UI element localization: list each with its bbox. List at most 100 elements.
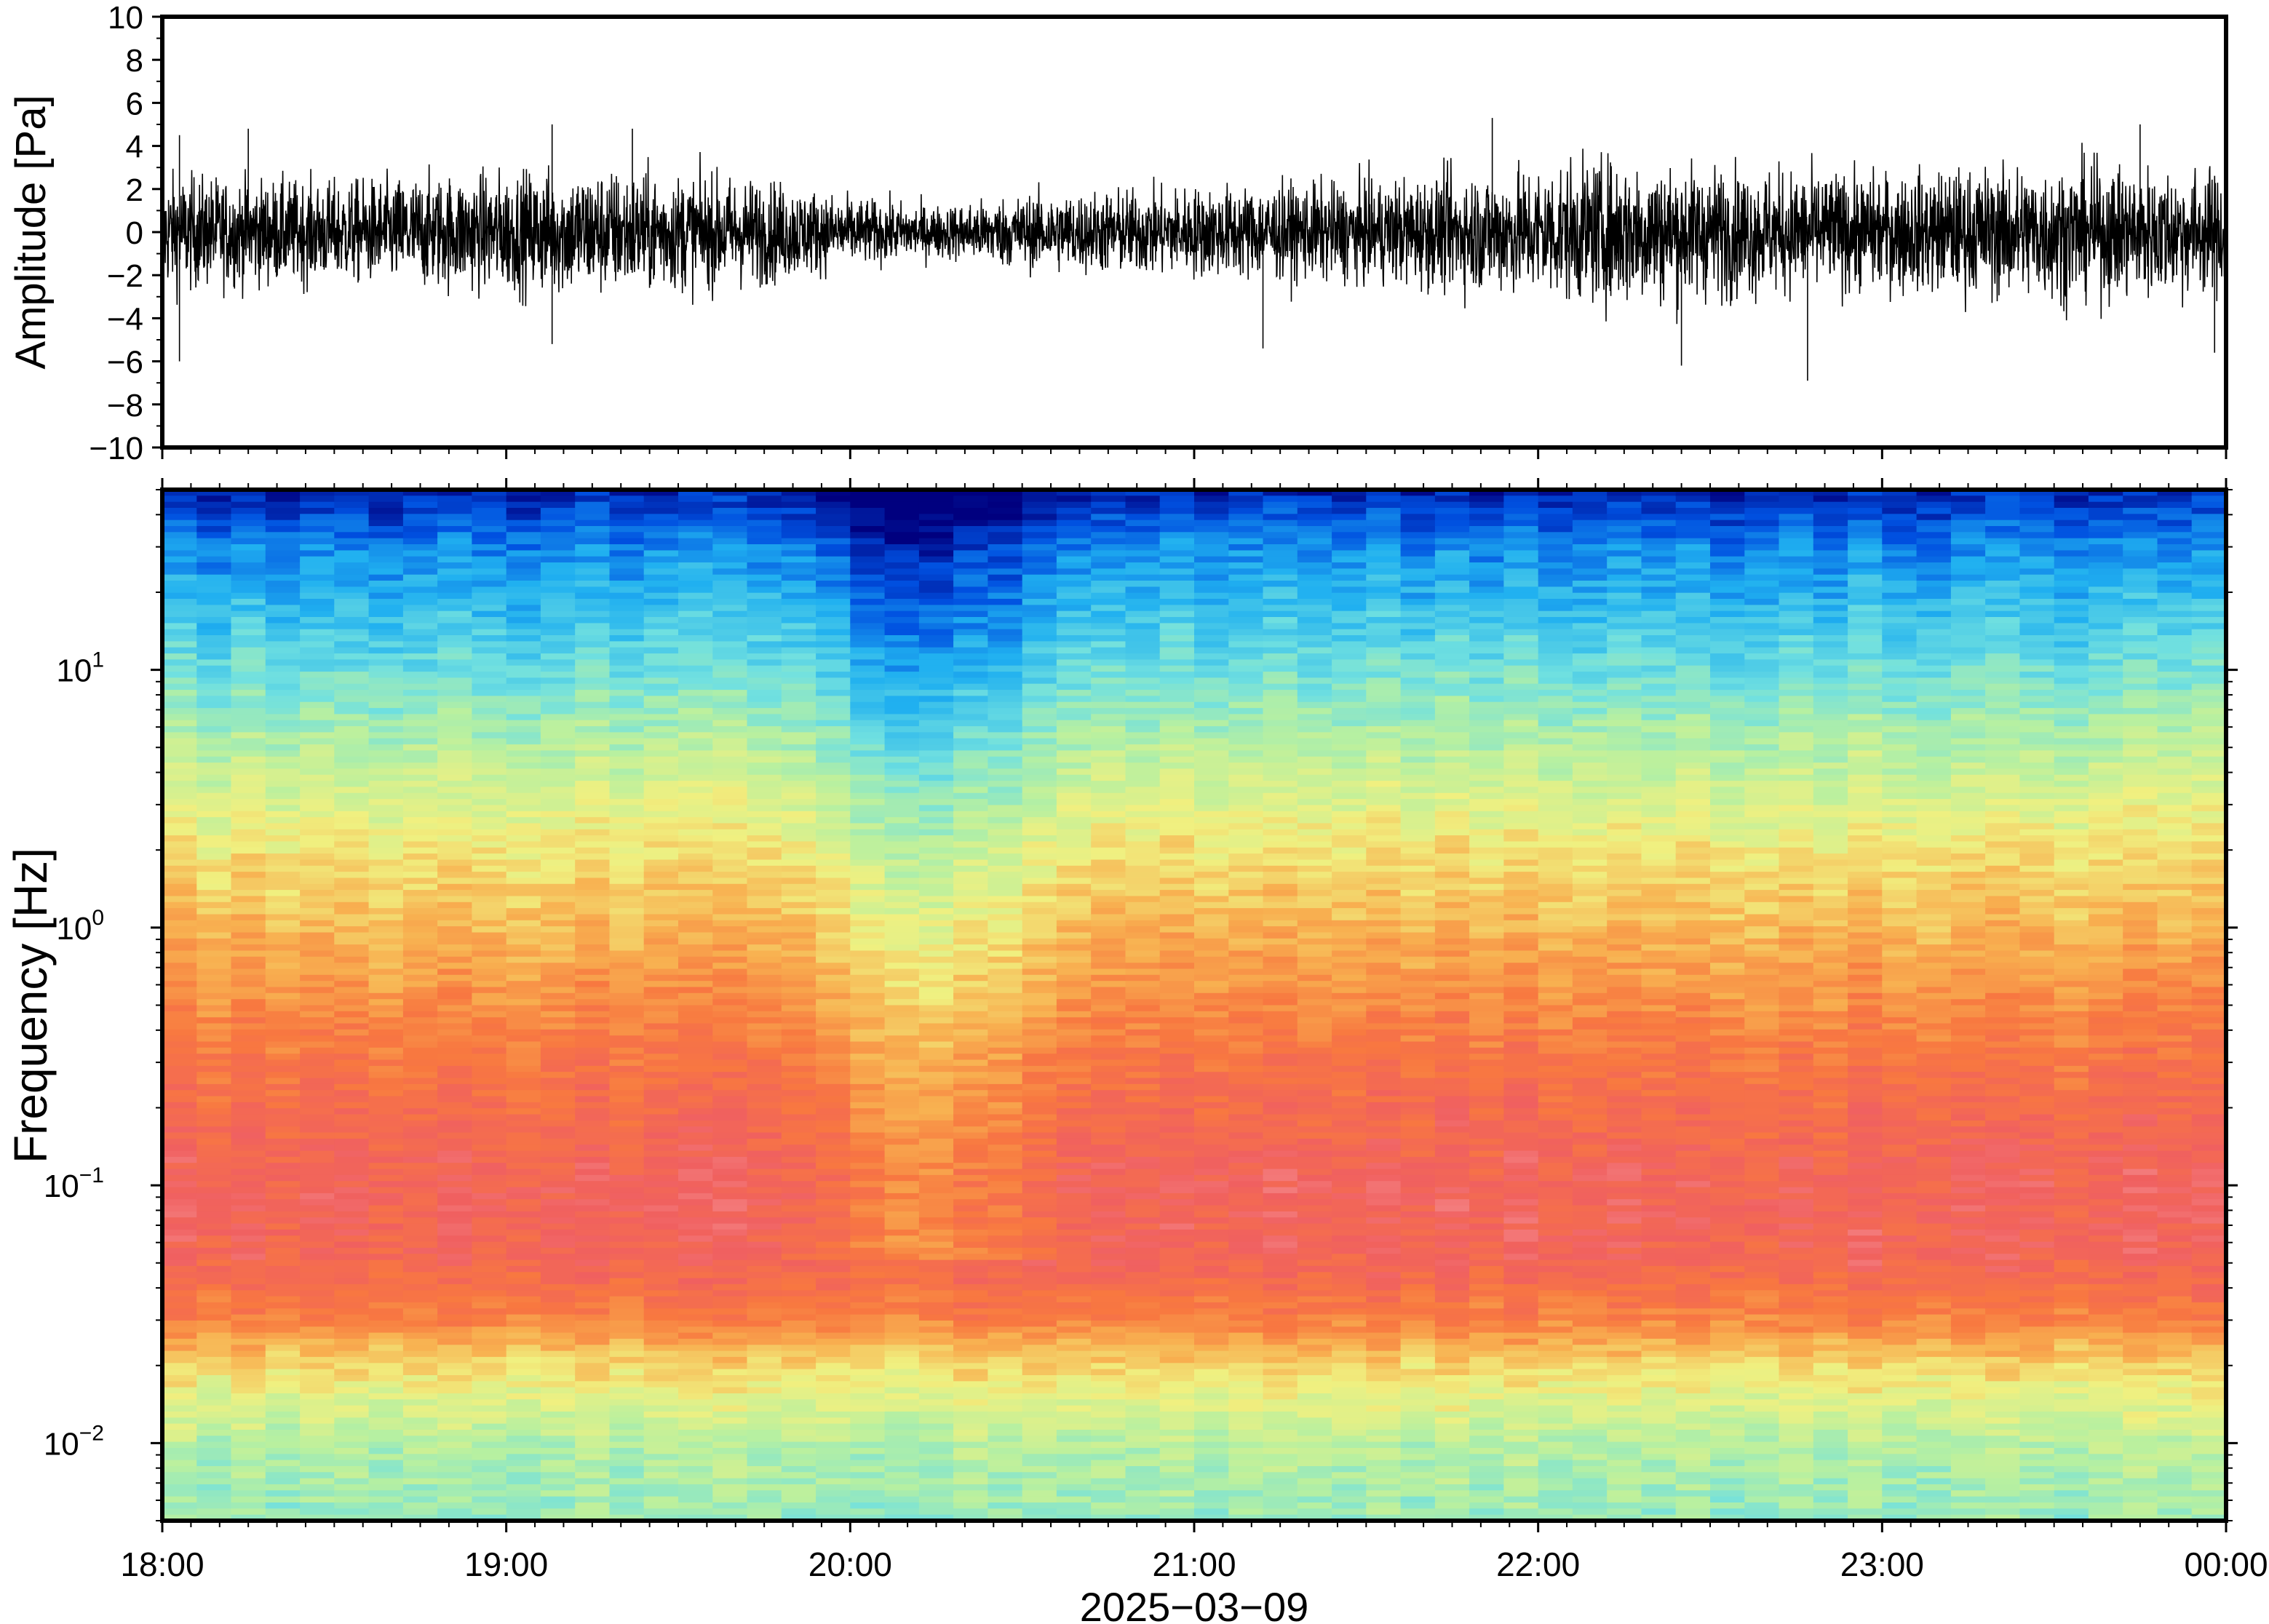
spectrogram-cell [540,774,576,781]
spectrogram-cell [609,1126,645,1134]
spectrogram-cell [1022,1496,1057,1503]
spectrogram-cell [918,1338,954,1345]
spectrogram-cell [1091,1169,1126,1176]
spectrogram-cell [265,835,301,843]
spectrogram-cell [506,562,541,570]
spectrogram-cell [884,999,920,1006]
spectrogram-cell [953,1466,989,1473]
spectrogram-cell [334,714,370,721]
spectrogram-cell [540,1356,576,1364]
spectrogram-cell [506,1278,541,1285]
spectrogram-cell [884,1132,920,1139]
spectrogram-cell [368,756,404,763]
spectrogram-cell [884,841,920,848]
spectrogram-cell [472,1247,507,1254]
spectrogram-cell [781,1120,816,1127]
spectrogram-cell [1091,1314,1126,1321]
spectrogram-cell [162,1283,198,1291]
spectrogram-cell [1091,629,1126,636]
spectrogram-cell [884,817,920,824]
spectrogram-cell [884,1072,920,1079]
spectrogram-cell [712,701,748,709]
spectrogram-cell [300,653,335,661]
spectrogram-cell [953,1083,989,1091]
spectrogram-cell [300,738,335,745]
spectrogram-cell [265,1259,301,1267]
spectrogram-cell [368,1145,404,1152]
spectrogram-cell [334,1102,370,1109]
spectrogram-cell [575,756,611,763]
spectrogram-cell [643,1381,679,1388]
spectrogram-cell [816,835,851,843]
spectrogram-cell [472,1181,507,1188]
spectrogram-cell [265,1163,301,1170]
spectrogram-cell [472,938,507,945]
spectrogram-cell [368,708,404,715]
spectrogram-cell [884,677,920,685]
spectrogram-cell [540,1320,576,1327]
spectrogram-cell [368,890,404,897]
spectrogram-cell [231,1338,266,1345]
spectrogram-cell [1091,1290,1126,1297]
spectrogram-cell [850,1174,886,1182]
spectrogram-cell [196,574,232,581]
spectrogram-cell [747,1514,782,1521]
spectrogram-cell [231,1405,266,1412]
spectrogram-cell [1056,792,1092,800]
spectrogram-cell [472,726,507,733]
spectrogram-cell [678,1412,714,1419]
spectrogram-cell [162,1041,198,1048]
spectrogram-cell [1056,1005,1092,1012]
spectrogram-cell [747,890,782,897]
spectrogram-cell [231,617,266,624]
spectrogram-cell [816,872,851,879]
spectrogram-cell [196,520,232,527]
spectrogram-cell [816,641,851,648]
spectrogram-cell [437,774,473,781]
spectrogram-cell [1091,1375,1126,1382]
spectrogram-cell [575,763,611,770]
spectrogram-cell [506,599,541,606]
spectrogram-cell [850,914,886,921]
spectrogram-cell [472,526,507,533]
spectrogram-cell [265,1320,301,1327]
spectrogram-cell [506,1241,541,1249]
spectrogram-cell [884,763,920,770]
spectrogram-cell [162,932,198,939]
spectrogram-cell [506,920,541,927]
spectrogram-cell [643,1065,679,1072]
spectrogram-cell [334,726,370,733]
spectrogram-cell [988,1508,1023,1516]
spectrogram-cell [712,847,748,854]
spectrogram-cell [265,865,301,872]
spectrogram-cell [402,1399,438,1406]
spectrogram-cell [609,574,645,581]
spectrogram-cell [575,1023,611,1030]
spectrogram-cell [368,1241,404,1249]
spectrogram-cell [678,714,714,721]
spectrogram-cell [816,526,851,533]
spectrogram-cell [334,1308,370,1315]
spectrogram-cell [678,890,714,897]
spectrogram-cell [334,592,370,600]
spectrogram-cell [231,726,266,733]
spectrogram-cell [747,781,782,788]
spectrogram-cell [988,1405,1023,1412]
spectrogram-cell [884,908,920,915]
spectrogram-cell [231,532,266,539]
spectrogram-cell [781,1181,816,1188]
spectrogram-cell [231,544,266,552]
spectrogram-cell [712,1005,748,1012]
spectrogram-cell [747,1472,782,1479]
spectrogram-cell [850,490,886,497]
spectrogram-cell [609,1265,645,1273]
spectrogram-cell [402,1047,438,1054]
spectrogram-cell [988,1320,1023,1327]
spectrogram-cell [953,1436,989,1443]
spectrogram-cell [231,883,266,891]
spectrogram-cell [781,677,816,685]
spectrogram-cell [368,1005,404,1012]
spectrogram-cell [575,1326,611,1334]
spectrogram-cell [265,847,301,854]
